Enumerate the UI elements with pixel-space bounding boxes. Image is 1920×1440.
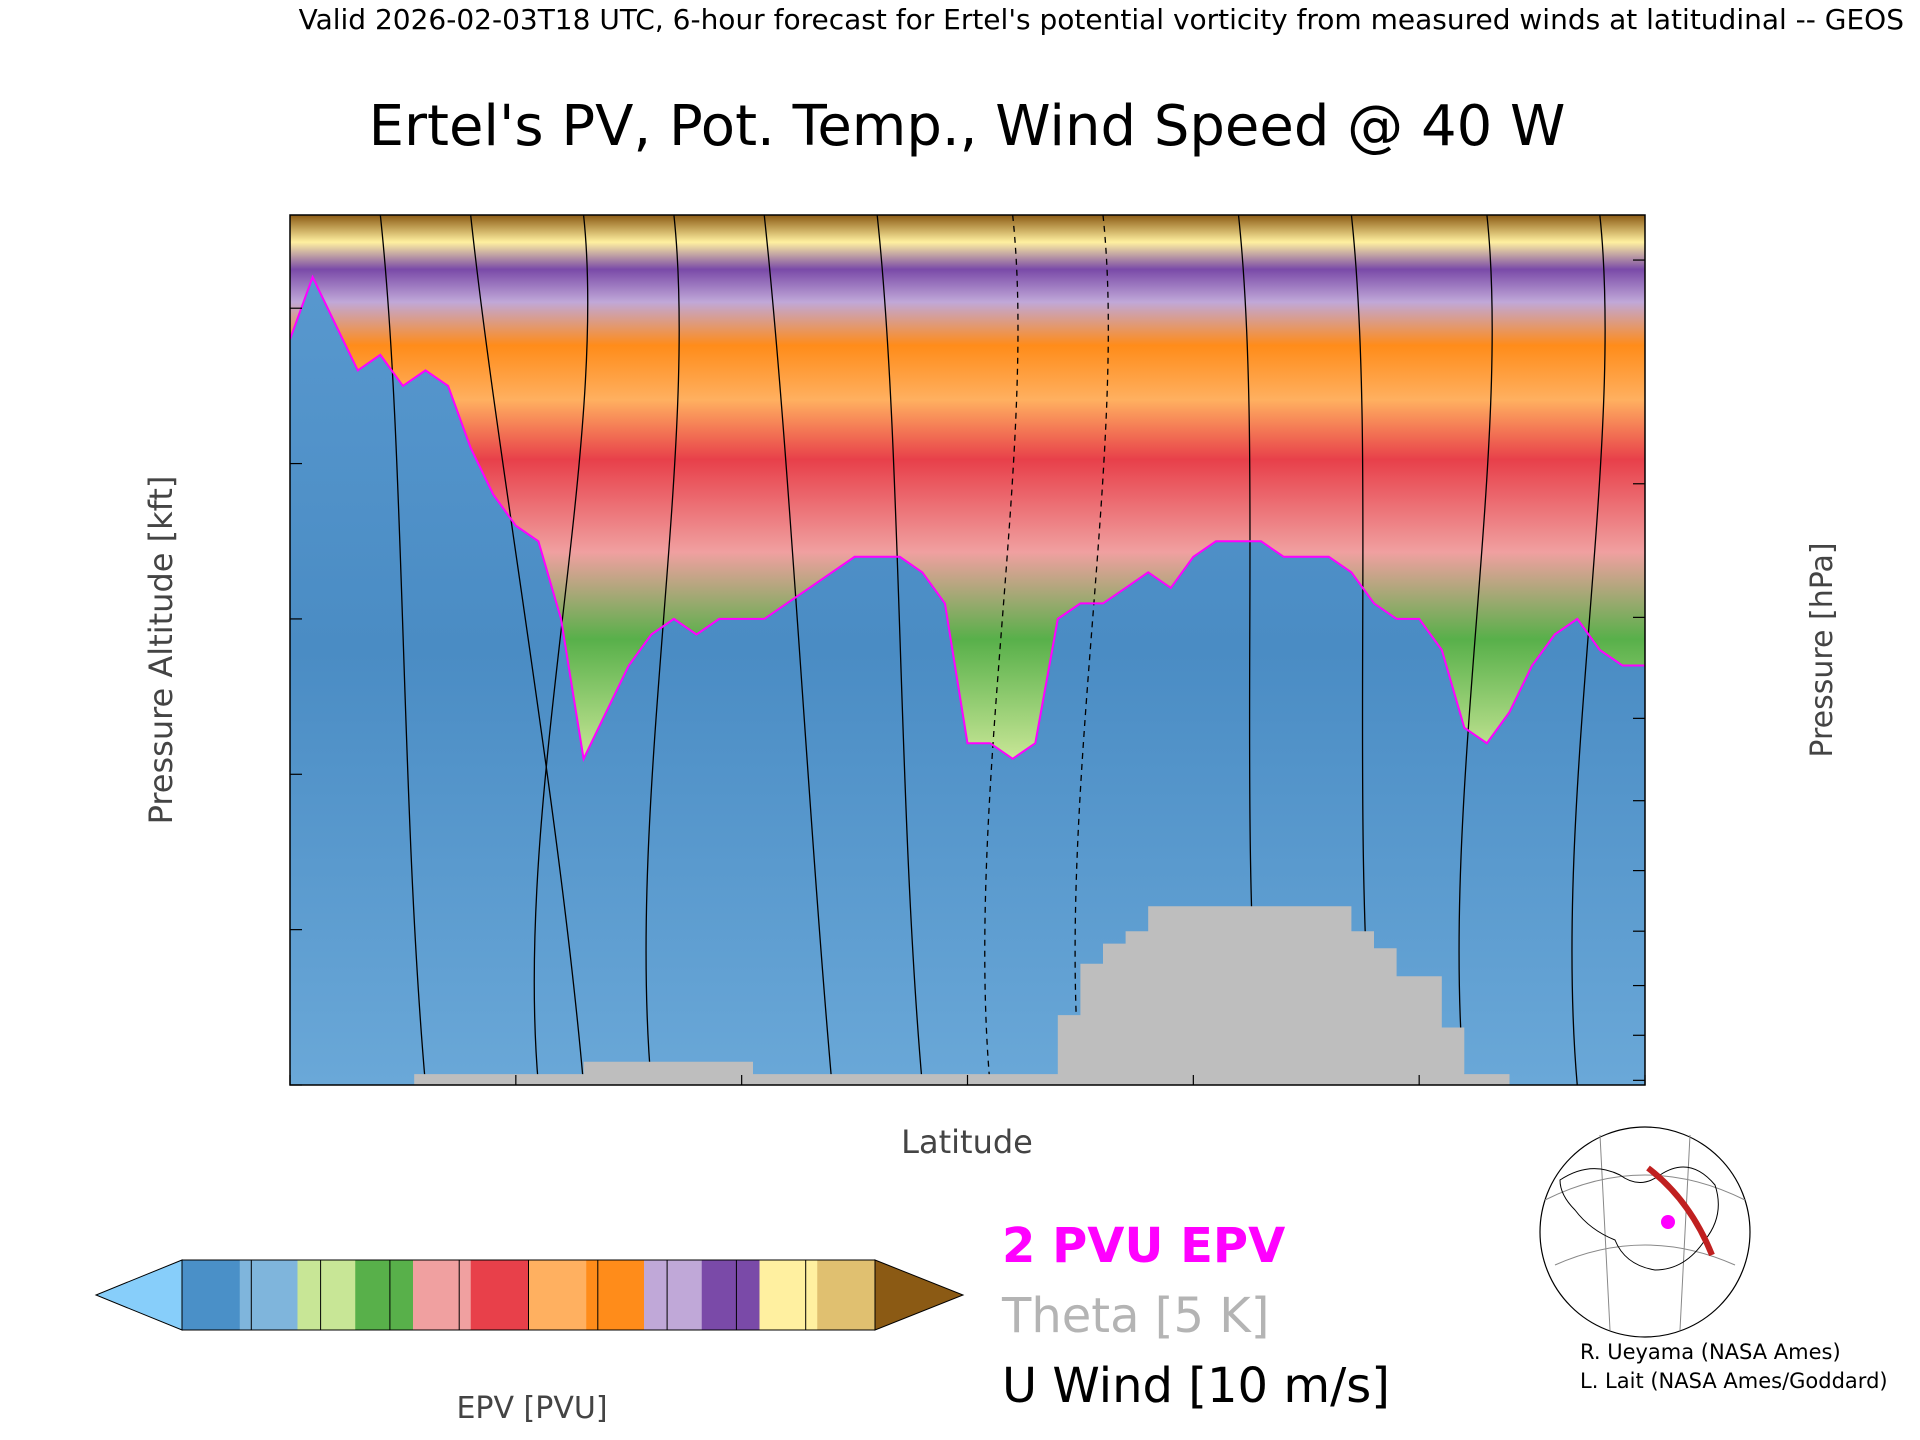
plot-area [290, 215, 1645, 1085]
y-axis-pressure [1633, 259, 1645, 1081]
y2-axis-label: Pressure [hPa] [1805, 542, 1840, 757]
colorbar-over-arrow [874, 1259, 965, 1331]
x-axis-label: Latitude [901, 1123, 1033, 1161]
colorbar [94, 1259, 965, 1331]
wind-contour [470, 215, 585, 1085]
legend-2pvu: 2 PVU EPV [1002, 1218, 1286, 1274]
colorbar-segment [239, 1260, 298, 1330]
wind-contour [1571, 215, 1606, 1085]
credit-line-1: R. Ueyama (NASA Ames) [1580, 1340, 1841, 1364]
legend-u-wind: U Wind [10 m/s] [1002, 1358, 1391, 1414]
colorbar-label: EPV [PVU] [456, 1391, 607, 1426]
y-axis-label: Pressure Altitude [kft] [142, 476, 180, 825]
x-axis [289, 1075, 1646, 1085]
valid-time-header: Valid 2026-02-03T18 UTC, 6-hour forecast… [299, 3, 1904, 36]
wind-contour [533, 215, 589, 1085]
colorbar-segment [701, 1260, 760, 1330]
globe-outline [1539, 1126, 1751, 1338]
pv-2pvu-contour [290, 274, 1645, 763]
colorbar-ticks [181, 1260, 876, 1330]
colorbar-under-arrow [94, 1259, 183, 1331]
colorbar-segment [470, 1260, 529, 1330]
colorbar-segment [817, 1260, 876, 1330]
credit-line-2: L. Lait (NASA Ames/Goddard) [1580, 1369, 1888, 1393]
y-axis-altitude [290, 307, 302, 1086]
wind-contour [876, 215, 923, 1085]
terrain [290, 906, 1510, 1085]
graticule [1544, 1134, 1746, 1331]
wind-contour [379, 215, 427, 1085]
colorbar-segment [759, 1260, 818, 1330]
colorbar-segment [528, 1260, 587, 1330]
wind-contour [763, 215, 833, 1085]
locator-map [1539, 1126, 1751, 1338]
wind-contour [1458, 215, 1493, 1085]
colorbar-segment [297, 1260, 356, 1330]
colorbar-segment [355, 1260, 414, 1330]
location-marker [1661, 1215, 1675, 1229]
colorbar-segment [413, 1260, 472, 1330]
stratosphere-field [290, 215, 1645, 759]
colorbar-segment [586, 1260, 645, 1330]
wind-contour [645, 215, 680, 1085]
colorbar-segment [182, 1260, 241, 1330]
chart-title: Ertel's PV, Pot. Temp., Wind Speed @ 40 … [369, 94, 1566, 159]
legend-theta: Theta [5 K] [1002, 1288, 1270, 1344]
colorbar-segment [644, 1260, 703, 1330]
cross-section-line [1646, 1165, 1715, 1257]
